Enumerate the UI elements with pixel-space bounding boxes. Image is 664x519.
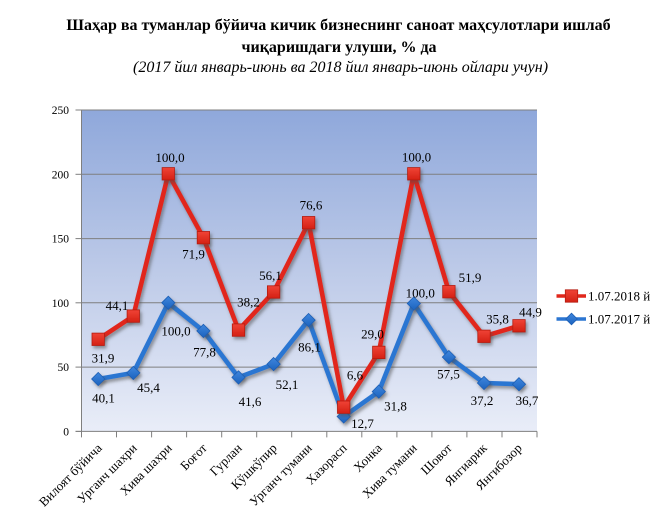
svg-text:86,1: 86,1 (298, 340, 321, 355)
svg-text:57,5: 57,5 (437, 367, 460, 382)
svg-text:29,0: 29,0 (361, 327, 384, 342)
svg-text:100,0: 100,0 (406, 286, 435, 301)
svg-text:150: 150 (52, 234, 70, 246)
svg-text:100,0: 100,0 (402, 150, 431, 165)
svg-text:51,9: 51,9 (459, 270, 482, 285)
svg-text:6,6: 6,6 (347, 368, 364, 383)
svg-text:52,1: 52,1 (276, 377, 299, 392)
svg-text:56,1: 56,1 (259, 268, 282, 283)
svg-text:250: 250 (52, 105, 70, 117)
svg-text:40,1: 40,1 (92, 391, 115, 406)
svg-text:100,0: 100,0 (155, 150, 184, 165)
svg-text:100,0: 100,0 (161, 324, 190, 339)
svg-text:41,6: 41,6 (239, 394, 262, 409)
svg-text:36,7: 36,7 (516, 393, 539, 408)
svg-text:76,6: 76,6 (300, 198, 323, 213)
svg-text:38,2: 38,2 (237, 295, 260, 310)
svg-text:35,8: 35,8 (486, 312, 509, 327)
svg-text:0: 0 (63, 426, 69, 438)
svg-text:31,8: 31,8 (384, 399, 407, 414)
svg-text:чиқаришдаги улуши, % да: чиқаришдаги улуши, % да (241, 39, 436, 56)
svg-text:77,8: 77,8 (193, 345, 216, 360)
svg-text:Шаҳар ва туманлар бўйича кичик: Шаҳар ва туманлар бўйича кичик бизнеснин… (66, 17, 610, 34)
svg-text:1.07.2018 й: 1.07.2018 й (588, 289, 650, 304)
svg-text:37,2: 37,2 (471, 393, 494, 408)
svg-text:1.07.2017 й: 1.07.2017 й (588, 312, 650, 327)
svg-text:71,9: 71,9 (182, 247, 205, 262)
svg-text:50: 50 (58, 362, 70, 374)
svg-text:31,9: 31,9 (92, 351, 115, 366)
svg-text:(2017 йил январь-июнь ва 2018: (2017 йил январь-июнь ва 2018 йил январь… (133, 59, 548, 76)
svg-text:44,1: 44,1 (106, 298, 129, 313)
svg-text:100: 100 (52, 298, 70, 310)
svg-text:200: 200 (52, 169, 70, 181)
svg-text:12,7: 12,7 (351, 416, 374, 431)
svg-text:45,4: 45,4 (137, 380, 160, 395)
svg-text:44,9: 44,9 (519, 305, 542, 320)
